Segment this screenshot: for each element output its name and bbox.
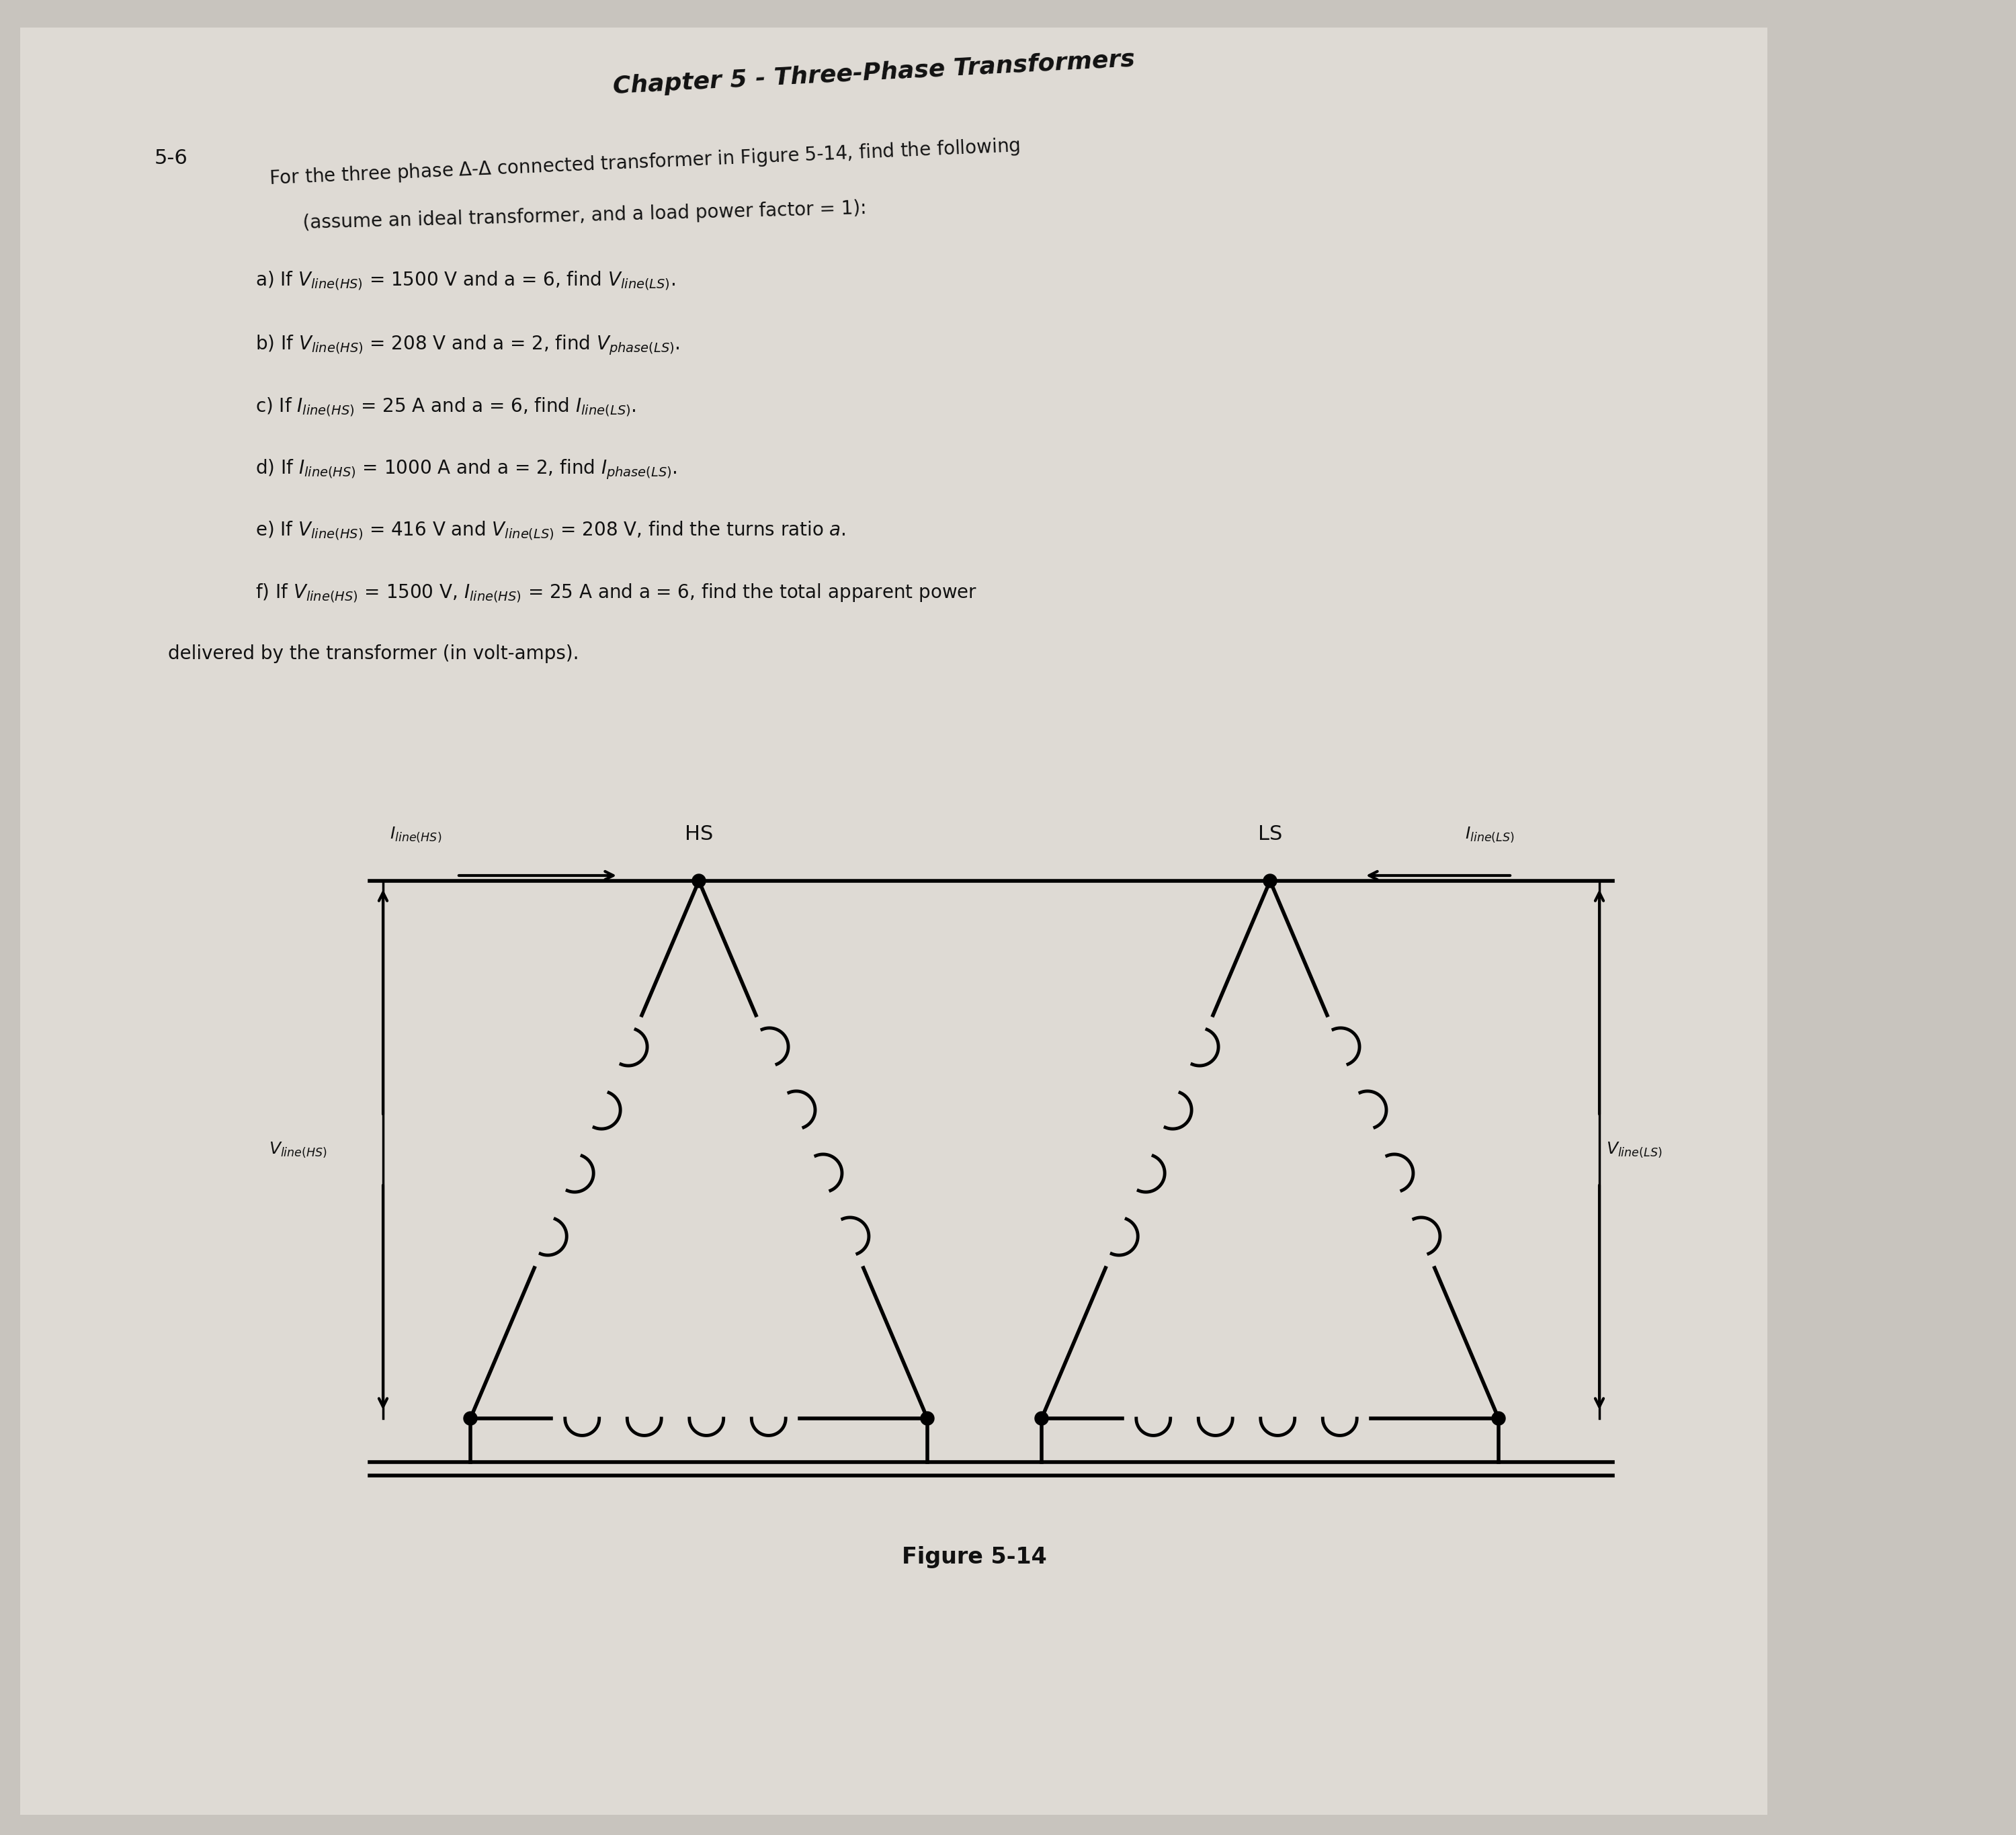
Circle shape bbox=[921, 1411, 933, 1426]
Text: Chapter 5 - Three-Phase Transformers: Chapter 5 - Three-Phase Transformers bbox=[613, 48, 1135, 97]
Circle shape bbox=[1492, 1411, 1506, 1426]
Text: $V_{line(LS)}$: $V_{line(LS)}$ bbox=[1607, 1140, 1663, 1160]
Text: $I_{line(HS)}$: $I_{line(HS)}$ bbox=[389, 826, 442, 844]
Circle shape bbox=[691, 873, 706, 888]
Text: Figure 5-14: Figure 5-14 bbox=[901, 1547, 1046, 1569]
Text: delivered by the transformer (in volt-amps).: delivered by the transformer (in volt-am… bbox=[167, 644, 579, 662]
Circle shape bbox=[1264, 873, 1276, 888]
Circle shape bbox=[1034, 1411, 1048, 1426]
Text: LS: LS bbox=[1258, 824, 1282, 844]
Text: 5-6: 5-6 bbox=[155, 149, 187, 169]
Text: e) If $V_{line(HS)}$ = 416 V and $V_{line(LS)}$ = 208 V, find the turns ratio $a: e) If $V_{line(HS)}$ = 416 V and $V_{lin… bbox=[256, 519, 847, 541]
Text: c) If $I_{line(HS)}$ = 25 A and a = 6, find $I_{line(LS)}$.: c) If $I_{line(HS)}$ = 25 A and a = 6, f… bbox=[256, 396, 637, 418]
Circle shape bbox=[464, 1411, 478, 1426]
Text: HS: HS bbox=[685, 824, 714, 844]
Bar bbox=[20, 28, 1768, 1815]
Text: f) If $V_{line(HS)}$ = 1500 V, $I_{line(HS)}$ = 25 A and a = 6, find the total a: f) If $V_{line(HS)}$ = 1500 V, $I_{line(… bbox=[256, 582, 978, 604]
Text: b) If $V_{line(HS)}$ = 208 V and a = 2, find $V_{phase(LS)}$.: b) If $V_{line(HS)}$ = 208 V and a = 2, … bbox=[256, 334, 679, 356]
Text: d) If $I_{line(HS)}$ = 1000 A and a = 2, find $I_{phase(LS)}$.: d) If $I_{line(HS)}$ = 1000 A and a = 2,… bbox=[256, 457, 677, 481]
Text: $I_{line(LS)}$: $I_{line(LS)}$ bbox=[1466, 826, 1514, 844]
Text: (assume an ideal transformer, and a load power factor = 1):: (assume an ideal transformer, and a load… bbox=[302, 198, 867, 233]
Text: For the three phase $\Delta$-$\Delta$ connected transformer in Figure 5-14, find: For the three phase $\Delta$-$\Delta$ co… bbox=[268, 136, 1020, 189]
Text: $V_{line(HS)}$: $V_{line(HS)}$ bbox=[268, 1140, 327, 1160]
Text: a) If $V_{line(HS)}$ = 1500 V and a = 6, find $V_{line(LS)}$.: a) If $V_{line(HS)}$ = 1500 V and a = 6,… bbox=[256, 270, 675, 292]
